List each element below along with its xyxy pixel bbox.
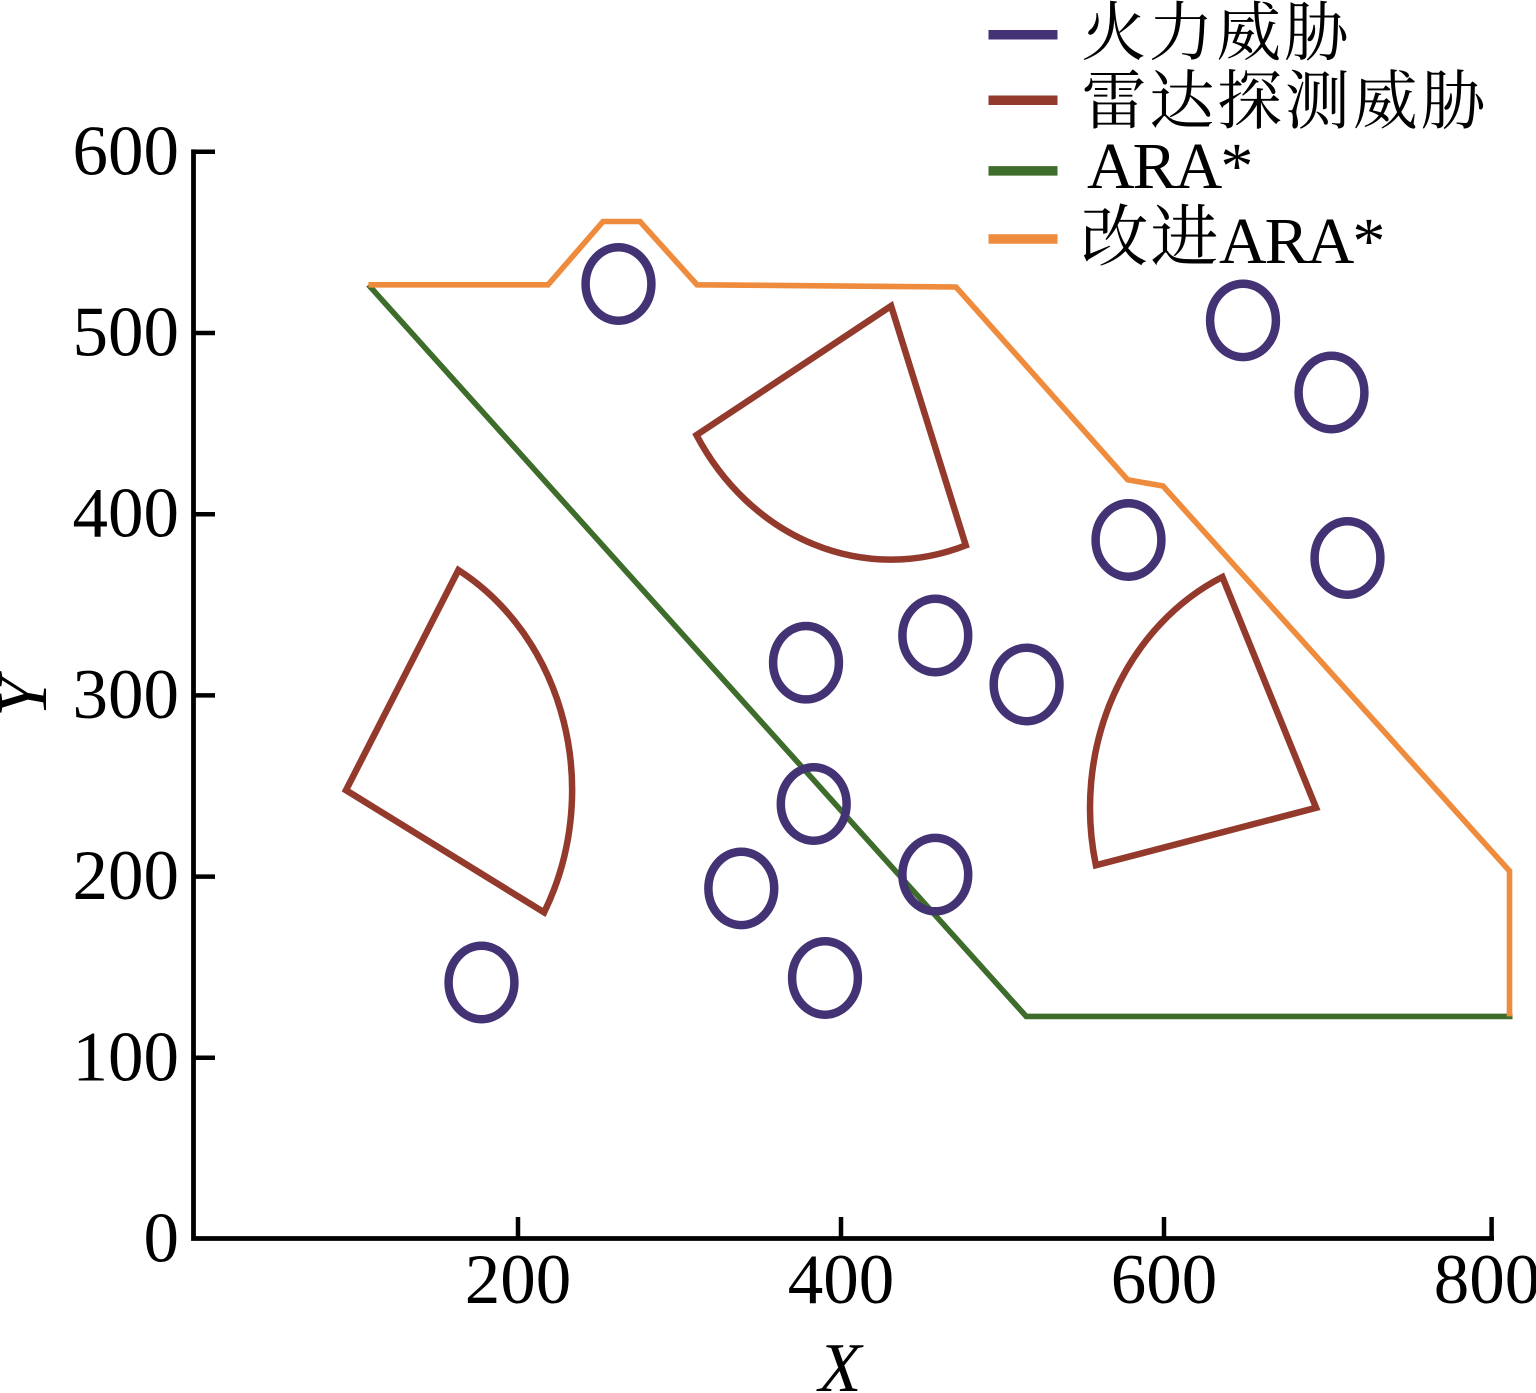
- svg-text:200: 200: [73, 837, 180, 915]
- svg-text:300: 300: [73, 656, 180, 734]
- svg-text:0: 0: [144, 1200, 180, 1278]
- svg-text:500: 500: [73, 294, 180, 372]
- svg-text:X: X: [816, 1330, 865, 1393]
- svg-text:600: 600: [1111, 1241, 1218, 1319]
- svg-text:Y: Y: [0, 671, 62, 717]
- svg-text:800: 800: [1434, 1241, 1536, 1319]
- svg-text:100: 100: [73, 1018, 180, 1096]
- svg-text:ARA*: ARA*: [1219, 205, 1383, 278]
- svg-text:ARA*: ARA*: [1087, 130, 1251, 203]
- svg-text:400: 400: [73, 475, 180, 553]
- svg-text:600: 600: [73, 112, 180, 190]
- svg-text:200: 200: [465, 1241, 572, 1319]
- svg-text:400: 400: [788, 1241, 895, 1319]
